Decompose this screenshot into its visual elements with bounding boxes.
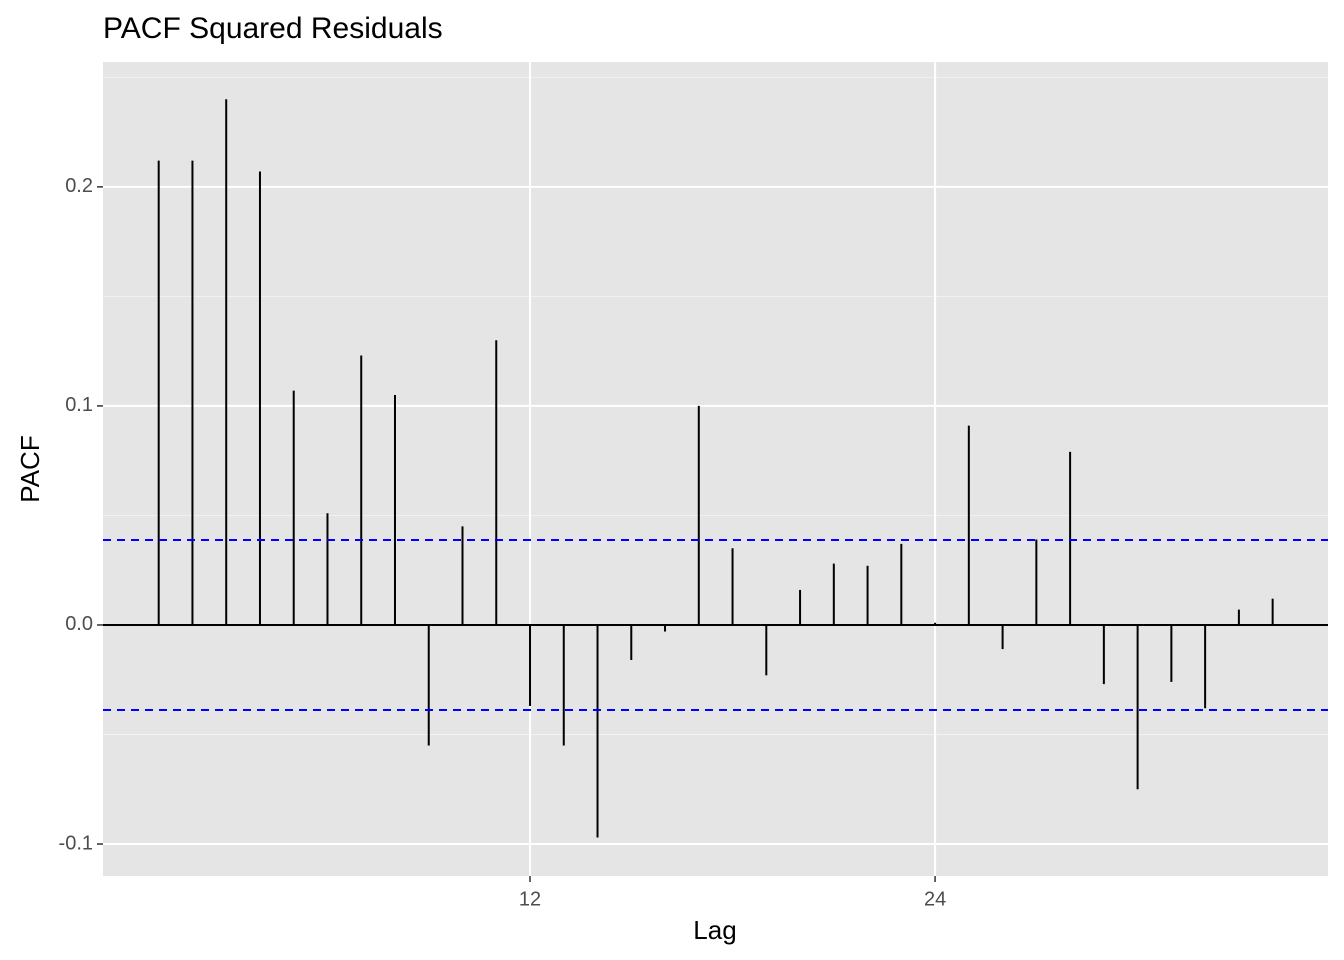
x-tick-label: 24 xyxy=(924,888,946,910)
chart-title: PACF Squared Residuals xyxy=(103,12,443,45)
x-axis-label: Lag xyxy=(693,915,736,945)
x-tick-label: 12 xyxy=(519,888,541,910)
panel xyxy=(103,62,1328,876)
y-tick-label: 0.1 xyxy=(65,394,93,416)
y-tick-label: 0.2 xyxy=(65,175,93,197)
y-axis-label: PACF xyxy=(15,435,45,502)
y-tick-label: -0.1 xyxy=(59,832,93,854)
y-tick-label: 0.0 xyxy=(65,613,93,635)
